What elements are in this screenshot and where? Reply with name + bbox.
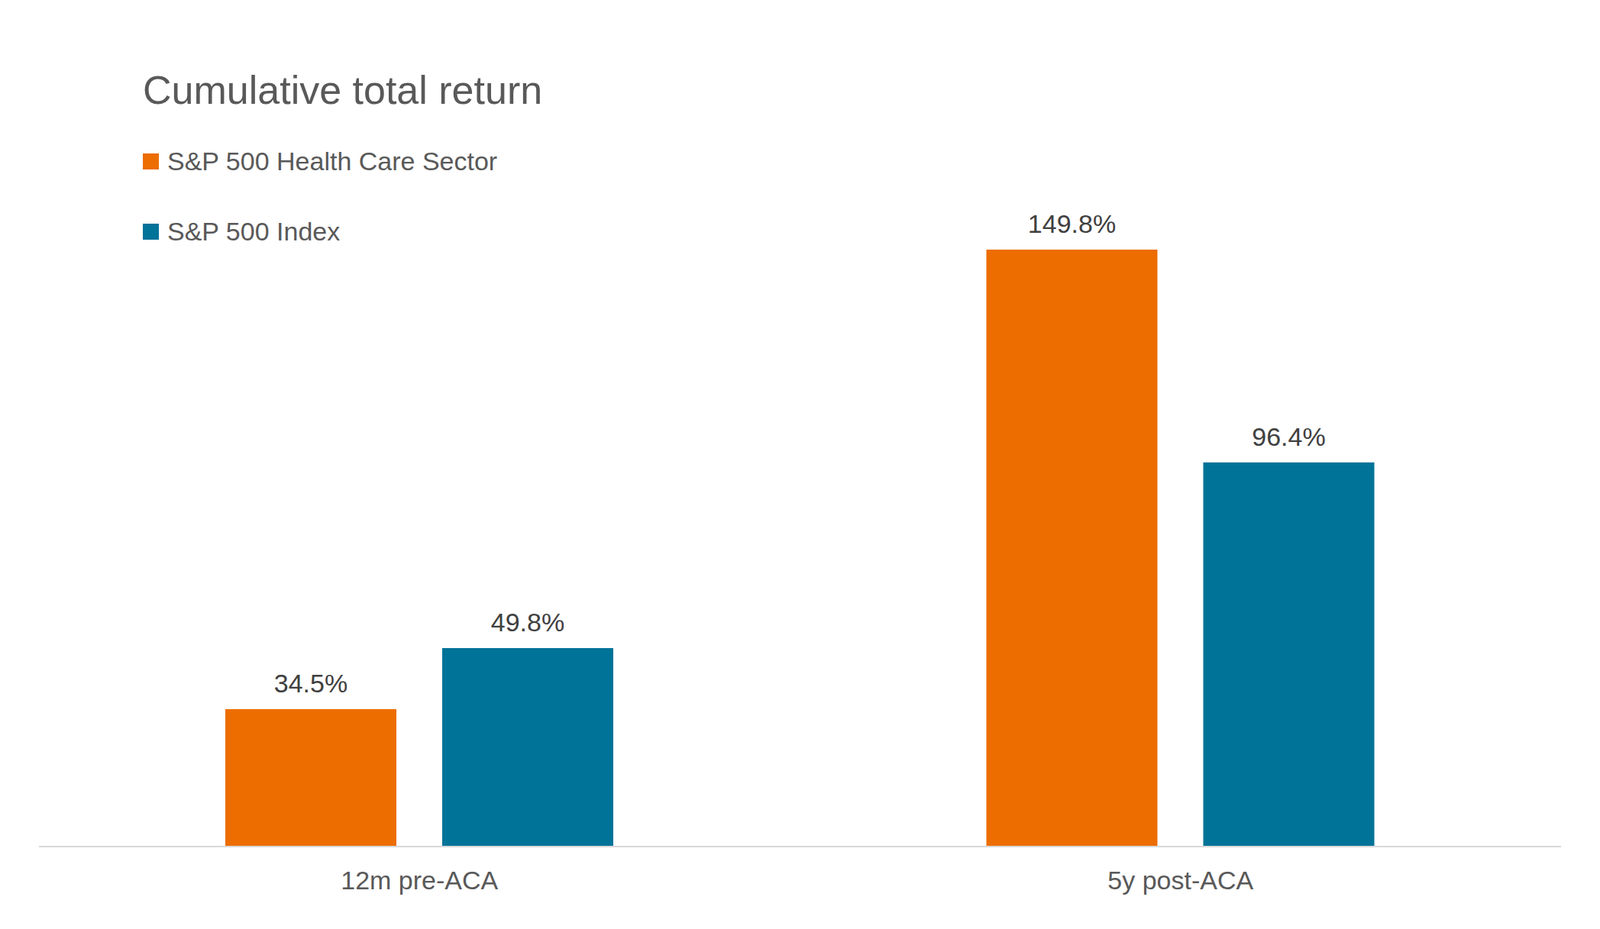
- html-text:S&P 500 Health Care Sector: S&P 500 Health Care Sector: [167, 146, 498, 176]
- svg-text:5y post-ACA: 5y post-ACA: [1107, 866, 1254, 896]
- html-text:S&P 500 Index: S&P 500 Index: [167, 216, 341, 246]
- svg-text:149.8%: 149.8%: [1027, 209, 1116, 239]
- svg-text:96.4%: 96.4%: [1251, 422, 1326, 452]
- html-text:Cumulative total return: Cumulative total return: [142, 67, 543, 113]
- svg-text:12m pre-ACA: 12m pre-ACA: [340, 866, 498, 896]
- svg-text:49.8%: 49.8%: [491, 607, 565, 637]
- svg-text:34.5%: 34.5%: [274, 669, 348, 699]
